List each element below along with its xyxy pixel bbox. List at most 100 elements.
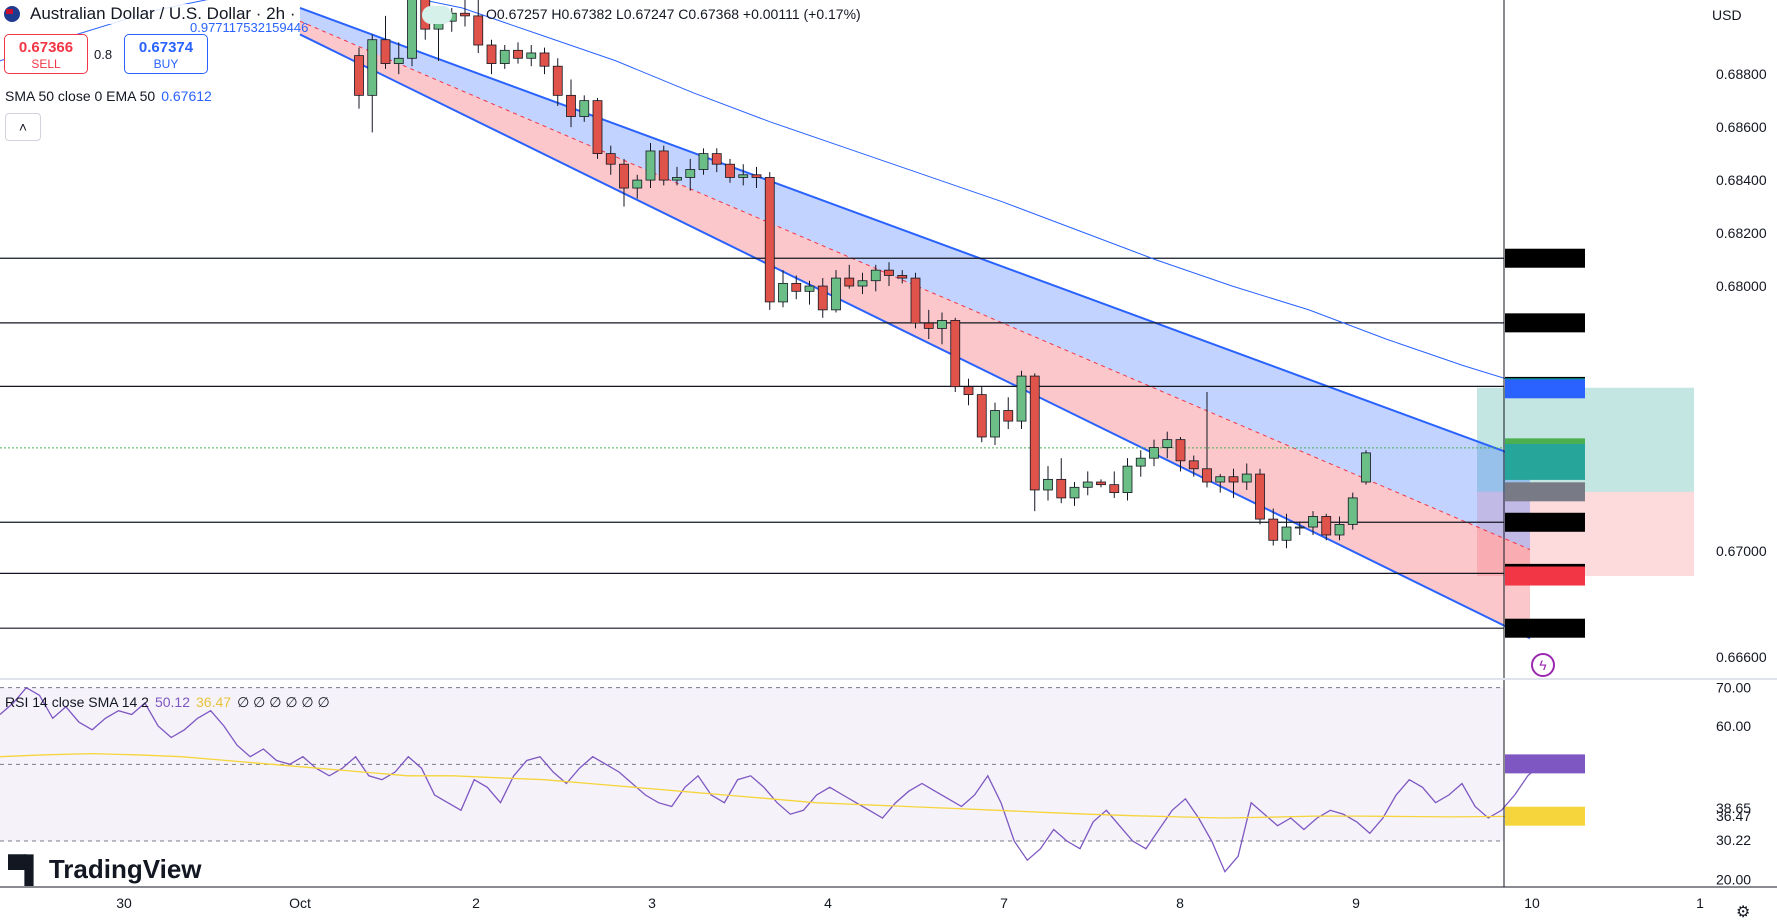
candle [1043, 478, 1053, 491]
rsi-sma-line [0, 752, 1542, 819]
candle [672, 177, 682, 181]
candle [937, 320, 947, 329]
candle [990, 410, 1000, 438]
buy-button[interactable]: 0.67374 BUY [124, 34, 208, 74]
price-label-box [1505, 379, 1585, 399]
price-label-box [1505, 512, 1585, 532]
channel-upper-line [299, 7, 1531, 462]
candle [870, 269, 881, 282]
time-tick-label: 8 [1176, 895, 1184, 911]
price-label-text: 0.67389 [1716, 440, 1767, 456]
price-label-box [1505, 482, 1585, 502]
price-label-text: 0.67612 [1716, 381, 1767, 397]
stop-zone [1477, 491, 1694, 577]
candle [393, 57, 404, 64]
collapse-legend-button[interactable]: ˄ [5, 113, 41, 141]
candle [751, 174, 762, 178]
candle [831, 277, 841, 311]
price-label-box [1505, 443, 1585, 480]
time-tick-label: 30 [116, 895, 132, 911]
candle [1029, 375, 1040, 491]
candle [1188, 460, 1199, 470]
price-tick-label: 0.68000 [1716, 278, 1767, 294]
price-label-box [1505, 313, 1585, 333]
rsi-legend[interactable]: RSI 14 close SMA 14 2 50.12 36.47 ∅ ∅ ∅ ∅ ∅… [5, 694, 330, 711]
candle [1135, 457, 1146, 467]
candle [976, 394, 987, 438]
candle [513, 49, 523, 59]
candle [804, 285, 815, 292]
ma-label: SMA 50 close 0 EMA 50 [5, 88, 156, 104]
rsi-value-text: 36.47 [1716, 808, 1751, 824]
candle [1241, 473, 1252, 483]
price-label-text: 0.67861 [1716, 315, 1767, 331]
candle [764, 177, 775, 303]
price-label-text: 0.66708 [1716, 620, 1767, 636]
candle [963, 386, 974, 396]
candle [910, 277, 921, 324]
candle [1255, 473, 1265, 520]
open-value: O0.67257 [486, 6, 548, 22]
candle [566, 94, 576, 117]
time-tick-label: 2 [472, 895, 480, 911]
rsi-value-box [1505, 806, 1585, 826]
candle [817, 285, 828, 311]
aud-flag-icon [4, 6, 20, 22]
change-value: +0.00111 (+0.17%) [742, 6, 861, 22]
candle [1321, 516, 1332, 536]
ohlc-values: O0.67257 H0.67382 L0.67247 C0.67368 +0.0… [486, 6, 861, 22]
candle [552, 65, 563, 96]
price-label-text: 0.66905 [1716, 568, 1767, 584]
price-label-text: 0.67223 [1716, 484, 1767, 500]
candle [884, 269, 894, 276]
rsi-line [0, 686, 1542, 873]
time-tick-label: 7 [1000, 895, 1008, 911]
candle [1162, 439, 1173, 448]
rsi-tick-label: 30.22 [1716, 832, 1751, 848]
ma-legend[interactable]: SMA 50 close 0 EMA 50 0.67612 [5, 88, 212, 104]
candle [1308, 516, 1318, 528]
candle [1361, 452, 1371, 483]
rsi-label: RSI 14 close SMA 14 2 [5, 694, 149, 710]
candle [1202, 468, 1212, 483]
symbol-title[interactable]: Australian Dollar / U.S. Dollar · 2h · [26, 4, 300, 24]
time-tick-label: Oct [289, 895, 311, 911]
candle [950, 320, 961, 388]
live-dot-icon[interactable] [422, 6, 452, 24]
candle [791, 282, 802, 292]
price-label-text: 0.67621 [1716, 378, 1767, 394]
channel-mid-line [299, 20, 1531, 551]
price-label-text: 0.68105 [1716, 250, 1767, 266]
candle [1003, 410, 1014, 422]
time-tick-label: 9 [1352, 895, 1360, 911]
candle [354, 55, 364, 96]
sell-button[interactable]: 0.67366 SELL [4, 34, 88, 74]
price-label-text: 0.67616 [1716, 380, 1767, 396]
time-tick-label: 4 [824, 895, 832, 911]
rsi-extra: ∅ ∅ ∅ ∅ ∅ ∅ [237, 694, 330, 710]
currency-label[interactable]: USD [1712, 7, 1742, 23]
candle [685, 169, 696, 178]
candle [923, 322, 934, 329]
candle [486, 44, 497, 64]
tv-logo-text: TradingView [48, 854, 202, 884]
candle [499, 49, 510, 64]
price-label-text: 0.67108 [1716, 514, 1767, 530]
lightning-icon[interactable]: ϟ [1531, 653, 1555, 677]
price-tick-label: 0.68600 [1716, 119, 1767, 135]
sma-line [0, 0, 1541, 390]
candle [473, 15, 484, 46]
tradingview-logo: ▀▌ TradingView [8, 854, 202, 885]
candle [1294, 526, 1305, 529]
overlay-number: 0.977117532159446 [190, 20, 309, 35]
candle [844, 277, 855, 287]
candle [738, 174, 749, 178]
settings-gear-icon[interactable]: ⚙ [1736, 904, 1751, 921]
price-tick-label: 0.68200 [1716, 225, 1767, 241]
sell-price: 0.67366 [18, 39, 74, 56]
candle [1215, 476, 1226, 483]
price-label-text: 0.67368 [1716, 445, 1767, 461]
candle [1268, 518, 1279, 541]
sell-label: SELL [31, 57, 61, 71]
